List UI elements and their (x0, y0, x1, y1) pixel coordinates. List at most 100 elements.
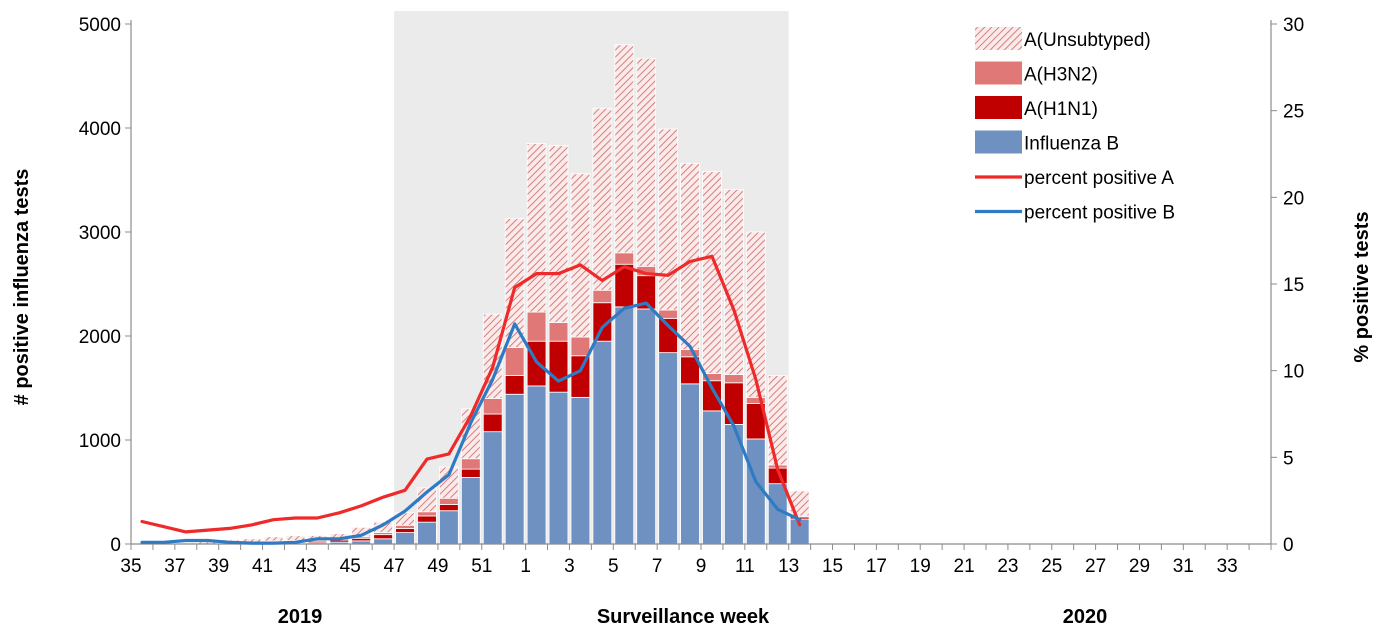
bar-influenza_b-week-47 (395, 532, 415, 545)
line-line_a (140, 254, 802, 534)
y-left-tick-label: 4000 (79, 119, 121, 140)
bar-h1n1-week-52 (504, 375, 525, 395)
bar-h3n2-week-51 (482, 397, 503, 415)
bar-h1n1-week-46 (373, 534, 393, 540)
bar-h3n2-week-4 (592, 289, 613, 304)
bar-unsubtyped-week-12 (767, 375, 788, 466)
x-tick-label: 3 (564, 556, 575, 577)
bar-influenza_b-week-50 (460, 477, 481, 545)
bar-unsubtyped-week-4 (592, 107, 613, 291)
legend-swatch-h1n1 (975, 96, 1022, 119)
x-tick-label: 39 (208, 556, 229, 577)
x-tick-label: 21 (954, 556, 975, 577)
bar-h3n2-week-48 (417, 511, 437, 517)
y-right-tick-label: 25 (1283, 102, 1304, 123)
bar-influenza_b-week-52 (504, 393, 525, 545)
legend-label-unsubtyped: A(Unsubtyped) (1024, 30, 1151, 51)
x-tick-label: 27 (1085, 556, 1106, 577)
bar-influenza_b-week-4 (592, 340, 613, 545)
y-right-tick-label: 15 (1283, 275, 1304, 296)
legend-swatch-unsubtyped (975, 27, 1022, 50)
bar-unsubtyped-week-9 (702, 171, 722, 374)
y-axis-left-title: # positive influenza tests (11, 169, 33, 406)
bar-unsubtyped-week-2 (548, 145, 569, 323)
bar-influenza_b-week-7 (658, 352, 678, 545)
x-tick-label: 7 (652, 556, 663, 577)
bar-h1n1-week-47 (395, 528, 415, 533)
bar-h3n2-week-1 (526, 311, 547, 342)
bar-h3n2-week-10 (724, 374, 744, 384)
y-right-tick-label: 5 (1283, 448, 1294, 469)
bar-unsubtyped-week-3 (570, 173, 591, 338)
bar-influenza_b-week-2 (548, 391, 569, 545)
bars-layer (175, 44, 810, 545)
bar-h3n2-week-52 (504, 347, 525, 376)
legend-label-influenza_b: Influenza B (1024, 134, 1119, 155)
legend-label-line_b: percent positive B (1024, 203, 1175, 224)
legend-swatch-h3n2 (975, 61, 1022, 85)
x-tick-label: 29 (1129, 556, 1150, 577)
x-tick-label: 23 (997, 556, 1018, 577)
x-tick-label: 49 (427, 556, 448, 577)
x-tick-label: 15 (822, 556, 843, 577)
bar-h3n2-week-49 (439, 497, 459, 505)
y-right-tick-label: 10 (1283, 362, 1304, 383)
bar-unsubtyped-week-46 (373, 521, 393, 533)
bar-unsubtyped-week-7 (658, 128, 678, 311)
x-tick-label: 1 (520, 556, 531, 577)
x-tick-label: 35 (120, 556, 141, 577)
bar-h1n1-week-49 (439, 504, 459, 512)
bar-h3n2-week-3 (570, 336, 591, 357)
bar-influenza_b-week-51 (482, 431, 503, 545)
bar-h3n2-week-50 (460, 458, 481, 470)
legend-label-h3n2: A(H3N2) (1024, 65, 1098, 86)
line-line_b (140, 301, 802, 545)
legend: A(Unsubtyped) A(H3N2) A(H1N1) Influenza B pe… (975, 27, 1175, 224)
x-tick-label: 31 (1173, 556, 1194, 577)
y-left-tick-label: 3000 (79, 223, 121, 244)
bar-influenza_b-week-46 (373, 538, 393, 545)
shaded-period (394, 11, 789, 544)
y-left-tick-label: 2000 (79, 327, 121, 348)
x-tick-label: 41 (252, 556, 273, 577)
bar-unsubtyped-week-10 (724, 188, 744, 375)
x-tick-label: 19 (910, 556, 931, 577)
lines-layer (140, 254, 802, 545)
x-tick-label: 11 (735, 556, 755, 577)
bar-influenza_b-week-8 (680, 383, 700, 545)
x-tick-label: 9 (696, 556, 707, 577)
x-tick-label: 37 (164, 556, 185, 577)
year-label-2019: 2019 (278, 606, 323, 628)
x-tick-label: 43 (296, 556, 317, 577)
bar-unsubtyped-week-1 (526, 143, 547, 313)
y-right-tick-label: 30 (1283, 15, 1304, 36)
bar-influenza_b-week-9 (702, 410, 722, 545)
bar-h1n1-week-3 (570, 355, 591, 398)
x-tick-label: 5 (608, 556, 619, 577)
bar-unsubtyped-week-8 (680, 162, 700, 350)
x-tick-label: 13 (778, 556, 799, 577)
bar-influenza_b-week-49 (439, 510, 459, 545)
bar-h3n2-week-47 (395, 524, 415, 529)
bar-unsubtyped-week-11 (745, 231, 766, 398)
bar-h1n1-week-51 (482, 413, 503, 433)
bar-unsubtyped-week-5 (614, 44, 635, 254)
bar-influenza_b-week-6 (636, 308, 657, 545)
legend-label-h1n1: A(H1N1) (1024, 99, 1098, 120)
y-axis-right-title: % positive tests (1351, 211, 1373, 362)
bar-h3n2-week-5 (614, 252, 635, 265)
x-tick-label: 17 (866, 556, 887, 577)
bar-unsubtyped-week-51 (482, 313, 503, 399)
bar-h1n1-week-10 (724, 382, 744, 425)
bar-influenza_b-week-1 (526, 385, 547, 545)
x-tick-label: 45 (340, 556, 361, 577)
x-tick-label: 51 (471, 556, 492, 577)
x-tick-label: 47 (384, 556, 405, 577)
y-left-tick-label: 1000 (79, 431, 121, 452)
legend-swatch-influenza_b (975, 130, 1022, 154)
bar-unsubtyped-week-42 (285, 535, 306, 541)
bar-influenza_b-week-3 (570, 396, 591, 545)
bar-h3n2-week-2 (548, 322, 569, 342)
x-tick-label: 25 (1041, 556, 1062, 577)
